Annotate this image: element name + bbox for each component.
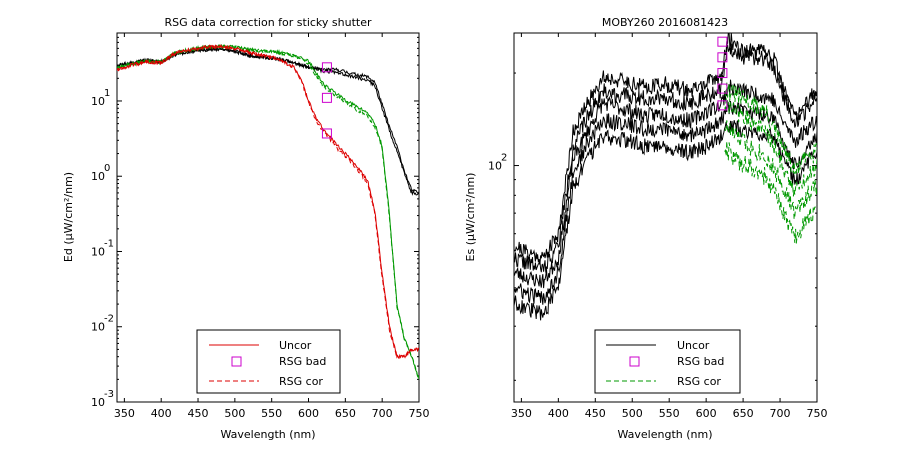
left-series-line — [117, 43, 419, 359]
right-legend-uncor-label: Uncor — [677, 339, 710, 352]
left-rsg-bad-marker — [321, 62, 332, 73]
right-y-tick-exponent: 2 — [501, 153, 507, 164]
right-rsg-bad-marker — [717, 68, 728, 79]
left-y-tick-base: 10 — [91, 321, 105, 334]
left-x-tick-label: 700 — [372, 407, 393, 420]
right-series-line — [724, 96, 817, 197]
right-rsg-bad-marker — [717, 83, 728, 94]
left-x-tick-label: 550 — [261, 407, 282, 420]
right-legend-rsg-bad-label: RSG bad — [677, 355, 724, 368]
left-x-tick-label: 650 — [335, 407, 356, 420]
right-legend-box — [594, 329, 741, 394]
left-legend-uncor-label: Uncor — [279, 339, 312, 352]
left-legend-rsg-bad-swatch — [231, 356, 242, 367]
right-series-line — [724, 141, 817, 244]
left-y-tick-exponent: 1 — [104, 88, 110, 99]
left-x-tick-label: 500 — [224, 407, 245, 420]
left-y-tick-exponent: -2 — [104, 314, 114, 325]
right-y-ticks: 102 — [488, 72, 817, 381]
right-x-tick-label: 550 — [659, 407, 680, 420]
right-legend-rsg-cor-label: RSG cor — [677, 375, 721, 388]
right-series-line — [724, 82, 817, 175]
right-rsg-bad-marker — [717, 36, 728, 47]
left-y-tick-base: 10 — [91, 170, 105, 183]
right-series-line — [514, 119, 817, 321]
left-legend-rsg-bad-label: RSG bad — [279, 355, 326, 368]
left-y-tick-exponent: 0 — [104, 163, 110, 174]
left-x-tick-label: 750 — [409, 407, 430, 420]
right-x-axis-label: Wavelength (nm) — [617, 428, 712, 441]
left-rsg-bad-markers — [321, 62, 332, 139]
left-y-tick-base: 10 — [91, 95, 105, 108]
left-y-tick-exponent: -3 — [104, 389, 114, 400]
right-x-tick-label: 750 — [807, 407, 828, 420]
right-series-line — [724, 120, 817, 220]
right-x-tick-label: 400 — [548, 407, 569, 420]
right-chart: MOBY260 2016081423 Wavelength (nm) Es (μ… — [464, 16, 828, 441]
left-rsg-bad-marker — [321, 128, 332, 139]
right-series-line — [514, 101, 817, 305]
right-x-tick-label: 500 — [622, 407, 643, 420]
left-x-axis-label: Wavelength (nm) — [220, 428, 315, 441]
left-x-tick-label: 600 — [298, 407, 319, 420]
left-legend-rsg-cor-label: RSG cor — [279, 375, 323, 388]
right-rsg-bad-marker — [717, 100, 728, 111]
right-series-line — [514, 43, 817, 273]
left-chart-title: RSG data correction for sticky shutter — [164, 16, 372, 29]
right-legend-rsg-bad-swatch — [629, 356, 640, 367]
right-x-tick-label: 700 — [770, 407, 791, 420]
left-series-group — [117, 43, 419, 381]
right-x-tick-label: 450 — [585, 407, 606, 420]
right-legend: Uncor RSG bad RSG cor — [594, 329, 741, 394]
right-series-line — [514, 79, 817, 289]
left-x-tick-label: 450 — [188, 407, 209, 420]
left-x-tick-label: 400 — [151, 407, 172, 420]
left-x-ticks: 350 400 450 500 550 600 650 700 750 — [114, 33, 430, 420]
right-x-ticks: 350 400 450 500 550 600 650 700 750 — [511, 33, 828, 420]
right-x-tick-label: 350 — [511, 407, 532, 420]
left-y-axis-label: Ed (μW/cm²/nm) — [62, 172, 75, 262]
left-rsg-bad-marker — [321, 92, 332, 103]
left-y-tick-exponent: -1 — [104, 238, 114, 249]
right-series-group — [514, 33, 817, 321]
right-y-tick-base: 10 — [488, 160, 502, 173]
left-y-tick-base: 10 — [91, 245, 105, 258]
right-chart-title: MOBY260 2016081423 — [602, 16, 728, 29]
left-chart: RSG data correction for sticky shutter W… — [62, 16, 430, 441]
left-x-tick-label: 350 — [114, 407, 135, 420]
left-y-tick-base: 10 — [91, 396, 105, 409]
right-y-axis-label: Es (μW/cm²/nm) — [464, 173, 477, 262]
right-rsg-bad-markers — [717, 36, 728, 111]
right-x-tick-label: 650 — [733, 407, 754, 420]
right-x-tick-label: 600 — [696, 407, 717, 420]
right-rsg-bad-marker — [717, 52, 728, 63]
left-legend-box — [196, 329, 341, 394]
left-legend: Uncor RSG bad RSG cor — [196, 329, 341, 394]
